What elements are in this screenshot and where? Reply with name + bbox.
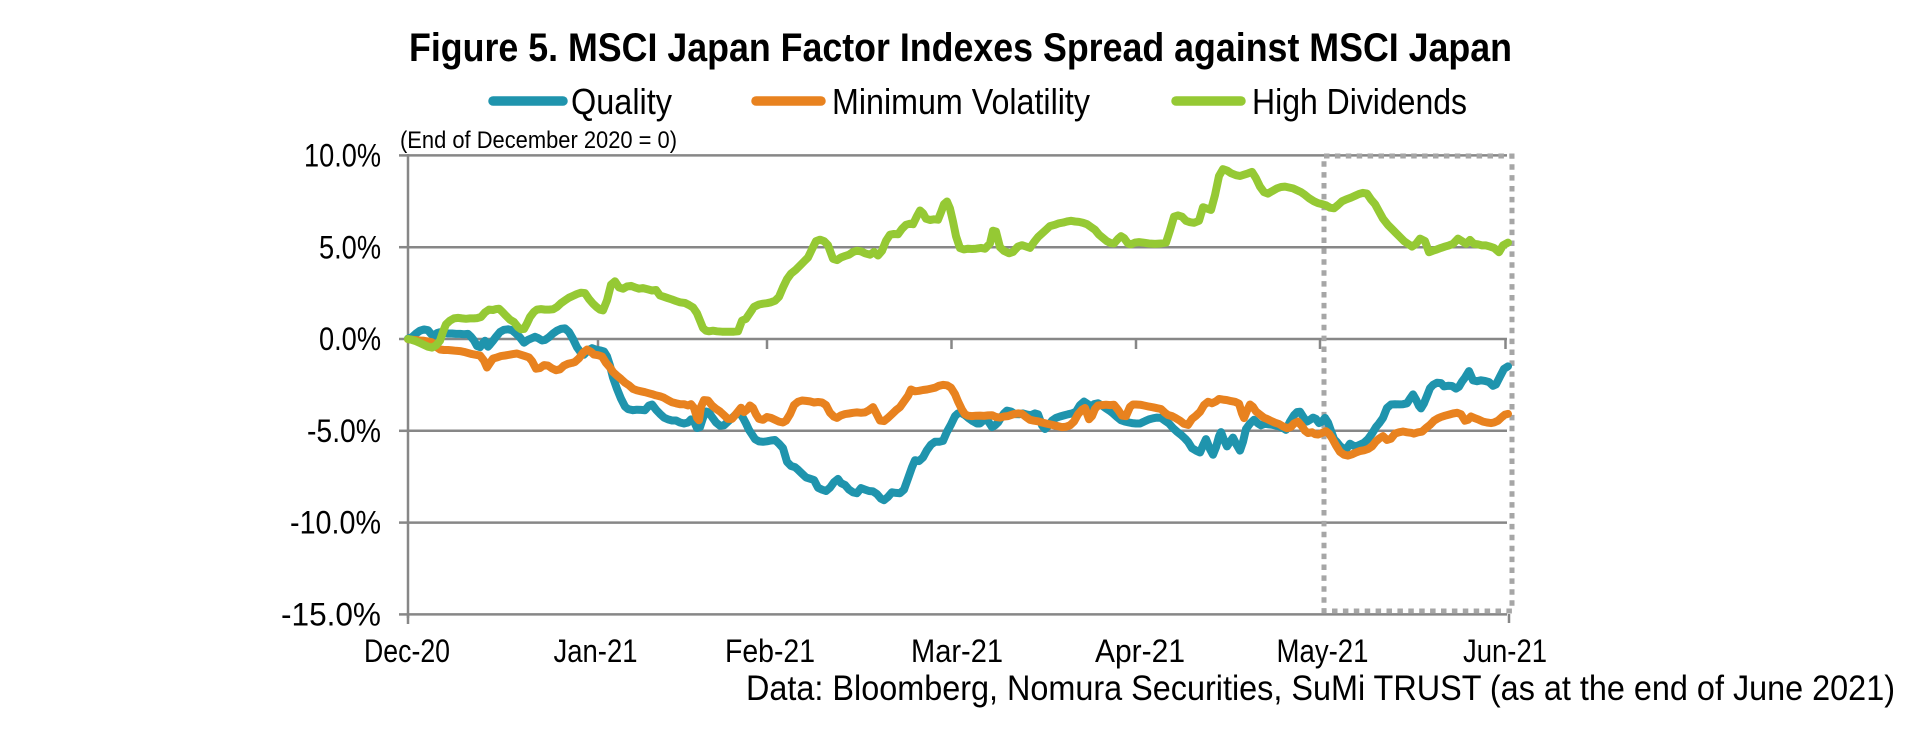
svg-text:-10.0%: -10.0% — [290, 505, 381, 541]
svg-text:Jun-21: Jun-21 — [1463, 633, 1547, 669]
svg-text:May-21: May-21 — [1277, 633, 1369, 669]
svg-text:Mar-21: Mar-21 — [911, 633, 1003, 669]
svg-text:High Dividends: High Dividends — [1252, 81, 1467, 122]
svg-text:5.0%: 5.0% — [319, 229, 381, 265]
svg-text:Feb-21: Feb-21 — [725, 633, 815, 669]
svg-text:0.0%: 0.0% — [319, 321, 381, 357]
svg-text:Quality: Quality — [571, 81, 672, 122]
svg-text:(End of December 2020 = 0): (End of December 2020 = 0) — [400, 127, 677, 154]
svg-text:10.0%: 10.0% — [304, 138, 381, 174]
svg-text:Dec-20: Dec-20 — [364, 633, 450, 669]
svg-text:-15.0%: -15.0% — [281, 597, 381, 633]
svg-text:Jan-21: Jan-21 — [554, 633, 638, 669]
svg-text:Figure 5. MSCI Japan Factor In: Figure 5. MSCI Japan Factor Indexes Spre… — [409, 26, 1512, 70]
svg-text:-5.0%: -5.0% — [307, 413, 381, 449]
svg-text:Minimum Volatility: Minimum Volatility — [832, 81, 1090, 122]
svg-text:Apr-21: Apr-21 — [1095, 633, 1185, 669]
svg-text:Data: Bloomberg, Nomura Securi: Data: Bloomberg, Nomura Securities, SuMi… — [746, 669, 1895, 708]
